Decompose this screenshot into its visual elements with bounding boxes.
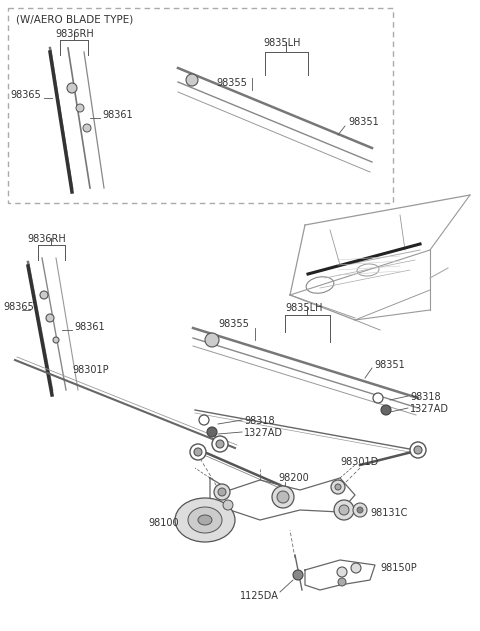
Circle shape [212,436,228,452]
Circle shape [277,491,289,503]
Text: 9835LH: 9835LH [285,303,323,313]
Text: 1327AD: 1327AD [244,428,283,438]
Circle shape [83,124,91,132]
Text: 9836RH: 9836RH [55,29,94,39]
Text: 98361: 98361 [74,322,105,332]
Circle shape [190,444,206,460]
Circle shape [373,393,383,403]
Text: 98351: 98351 [374,360,405,370]
Text: 98100: 98100 [148,518,179,528]
Text: 98355: 98355 [218,319,249,329]
Text: 98131C: 98131C [370,508,408,518]
Circle shape [40,291,48,299]
Text: 98365: 98365 [3,302,34,312]
Text: 98355: 98355 [216,78,247,88]
Text: 98200: 98200 [278,473,309,483]
Circle shape [186,74,198,86]
Circle shape [414,446,422,454]
Text: 1327AD: 1327AD [410,404,449,414]
Text: 98318: 98318 [244,416,275,426]
Circle shape [410,442,426,458]
Circle shape [293,570,303,580]
Circle shape [335,484,341,490]
Circle shape [338,578,346,586]
Text: 98361: 98361 [102,110,132,120]
Text: 98365: 98365 [10,90,41,100]
Circle shape [223,500,233,510]
Circle shape [207,427,217,437]
Circle shape [334,500,354,520]
Circle shape [194,448,202,456]
Circle shape [67,83,77,93]
Ellipse shape [175,498,235,542]
Text: 98318: 98318 [410,392,441,402]
Circle shape [76,104,84,112]
Circle shape [53,337,59,343]
Circle shape [46,314,54,322]
Text: 9836RH: 9836RH [27,234,66,244]
Text: 9835LH: 9835LH [263,38,300,48]
Text: 98351: 98351 [348,117,379,127]
Circle shape [199,415,209,425]
Circle shape [353,503,367,517]
Circle shape [381,405,391,415]
Circle shape [331,480,345,494]
Circle shape [214,484,230,500]
Circle shape [218,488,226,496]
Text: 1125DA: 1125DA [240,591,279,601]
Circle shape [339,505,349,515]
Text: (W/AERO BLADE TYPE): (W/AERO BLADE TYPE) [16,14,133,24]
Text: 98301D: 98301D [340,457,378,467]
Circle shape [337,567,347,577]
Circle shape [205,333,219,347]
Circle shape [216,440,224,448]
Text: 98301P: 98301P [72,365,108,375]
Circle shape [357,507,363,513]
Circle shape [272,486,294,508]
Ellipse shape [188,507,222,533]
Circle shape [351,563,361,573]
Text: 98150P: 98150P [380,563,417,573]
Ellipse shape [198,515,212,525]
